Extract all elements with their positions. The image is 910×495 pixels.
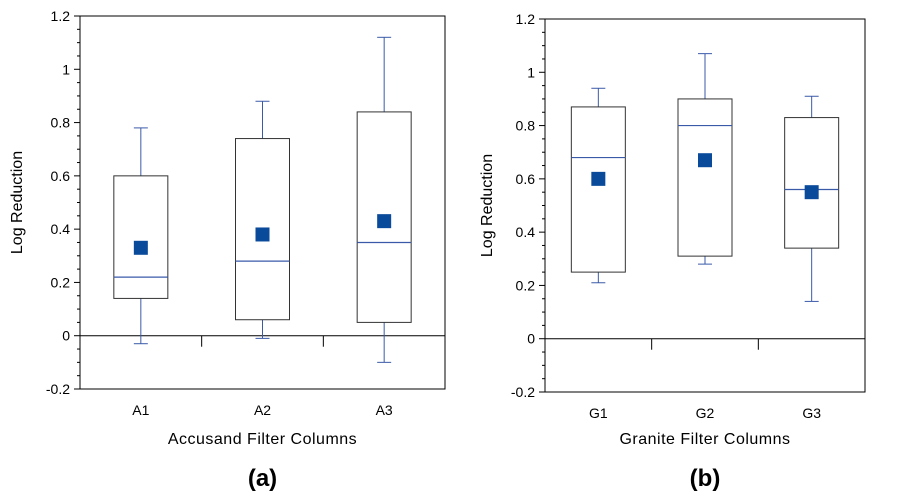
y-tick-label: 0.8 xyxy=(516,118,536,134)
x-tick-label-a1: A1 xyxy=(132,402,149,418)
x-tick-label-a3: A3 xyxy=(376,402,393,418)
panel-b: -0.2 0 0.2 0.4 0.6 0.8 1 1.2 Log Reduction G1 G2 G3… xyxy=(479,11,866,492)
mean-marker xyxy=(698,153,712,168)
x-tick-label-g1: G1 xyxy=(589,405,608,421)
y-tick-label: 1 xyxy=(527,64,535,80)
y-tick-label: 0.6 xyxy=(51,168,71,184)
y-tick-label: 1.2 xyxy=(516,11,536,27)
box-g2 xyxy=(677,53,733,265)
mean-marker xyxy=(377,214,392,229)
panel-label: (a) xyxy=(248,465,277,492)
x-tick-label-g3: G3 xyxy=(802,405,821,421)
y-tick-label: 0.8 xyxy=(51,115,71,131)
x-axis-title: Accusand Filter Columns xyxy=(168,431,357,448)
box-iqr xyxy=(356,111,412,323)
y-tick-label: -0.2 xyxy=(46,381,70,397)
y-tick-label: 0.4 xyxy=(516,224,536,240)
y-tick-label: 1 xyxy=(62,61,70,77)
x-tick-label-a2: A2 xyxy=(254,402,271,418)
y-tick-label: 0 xyxy=(62,328,70,344)
mean-marker xyxy=(591,171,606,186)
mean-marker xyxy=(133,240,148,255)
box-a3 xyxy=(356,36,412,363)
y-tick-label: -0.2 xyxy=(511,384,535,400)
x-axis-title: Granite Filter Columns xyxy=(619,431,790,448)
y-axis-title: Log Reduction xyxy=(479,154,496,257)
y-tick-label: 0.2 xyxy=(51,274,71,290)
box-g3 xyxy=(784,95,840,302)
box-a1 xyxy=(113,127,169,345)
y-tick-label: 0.4 xyxy=(51,221,71,237)
box-iqr xyxy=(784,117,840,249)
y-tick-label: 1.2 xyxy=(51,8,71,24)
box-iqr xyxy=(113,175,169,299)
y-tick-label: 0 xyxy=(527,331,535,347)
panel-label: (b) xyxy=(690,465,721,492)
box-iqr xyxy=(235,138,290,321)
y-axis-title: Log Reduction xyxy=(9,151,26,254)
box-a2 xyxy=(235,100,290,339)
y-tick-label: 0.6 xyxy=(516,171,536,187)
box-iqr xyxy=(677,98,733,257)
box-iqr xyxy=(570,106,626,273)
box-g1 xyxy=(570,87,626,284)
mean-marker xyxy=(255,227,270,242)
x-tick-label-g2: G2 xyxy=(696,405,715,421)
y-tick-label: 0.2 xyxy=(516,277,536,293)
mean-marker xyxy=(804,185,819,200)
panel-a: -0.2 0 0.2 0.4 0.6 0.8 1 1.2 Log Reduction A1 A2 A3… xyxy=(9,8,446,492)
